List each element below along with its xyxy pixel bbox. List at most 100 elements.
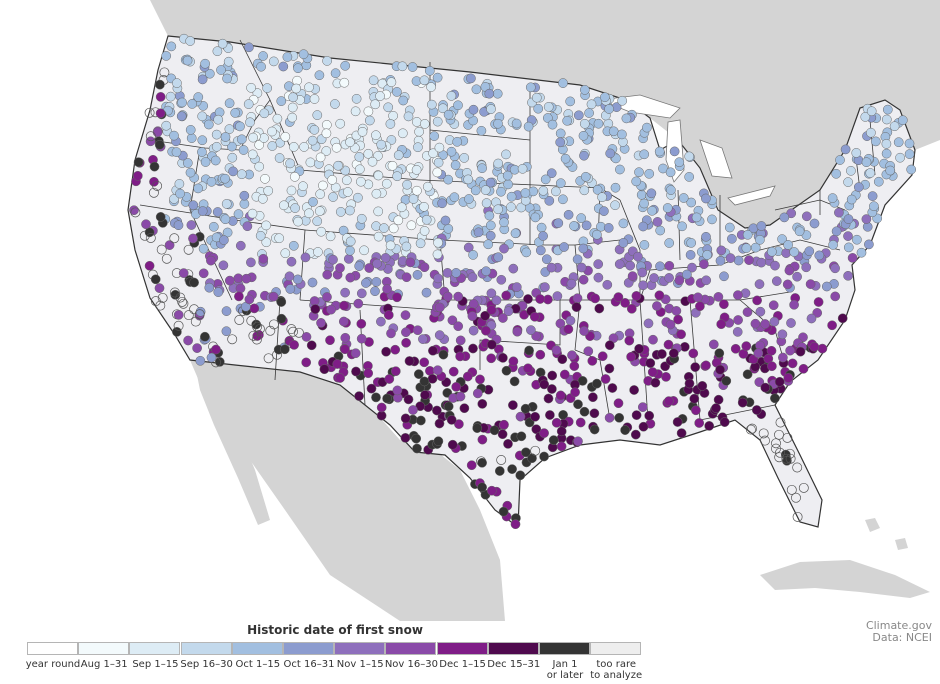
station-dot bbox=[745, 424, 756, 435]
station-dot bbox=[783, 373, 794, 383]
station-dot bbox=[515, 411, 526, 422]
station-dot bbox=[523, 294, 533, 304]
station-dot bbox=[590, 293, 600, 304]
station-dot bbox=[165, 91, 176, 102]
station-dot bbox=[356, 176, 366, 187]
station-dot bbox=[674, 275, 685, 286]
station-dot bbox=[546, 262, 557, 273]
station-dot bbox=[224, 275, 235, 286]
station-dot bbox=[221, 306, 232, 316]
station-dot bbox=[301, 357, 312, 368]
station-dot bbox=[321, 120, 332, 130]
station-dot bbox=[485, 177, 496, 188]
station-dot bbox=[843, 242, 854, 253]
station-dot bbox=[183, 310, 194, 321]
station-dot bbox=[235, 121, 245, 132]
station-dot bbox=[586, 99, 597, 110]
station-dot bbox=[155, 212, 166, 222]
station-dot bbox=[332, 359, 343, 369]
legend-swatch bbox=[180, 642, 232, 655]
station-dot bbox=[498, 353, 508, 363]
station-dot bbox=[552, 291, 563, 301]
station-dot bbox=[904, 149, 915, 159]
station-dot bbox=[314, 70, 325, 81]
station-dot bbox=[758, 428, 769, 439]
station-dot bbox=[636, 190, 647, 200]
station-dot bbox=[493, 118, 503, 129]
station-dot bbox=[276, 313, 287, 324]
station-dot bbox=[573, 436, 583, 447]
station-dot bbox=[467, 311, 478, 321]
station-dot bbox=[354, 152, 365, 162]
station-dot bbox=[319, 364, 330, 375]
station-dot bbox=[555, 178, 566, 189]
station-dot bbox=[503, 179, 513, 190]
station-dot bbox=[438, 349, 449, 360]
station-dot bbox=[592, 184, 603, 195]
station-dots bbox=[129, 33, 917, 530]
station-dot bbox=[345, 205, 355, 216]
station-dot bbox=[830, 263, 840, 274]
station-dot bbox=[475, 374, 485, 385]
station-dot bbox=[801, 262, 812, 273]
station-dot bbox=[786, 318, 796, 328]
station-dot bbox=[506, 191, 517, 202]
station-dot bbox=[578, 243, 589, 254]
station-dot bbox=[639, 149, 650, 160]
station-dot bbox=[524, 345, 534, 356]
station-dot bbox=[243, 99, 254, 109]
station-dot bbox=[432, 249, 443, 260]
station-dot bbox=[453, 291, 464, 302]
station-dot bbox=[579, 150, 589, 161]
station-dot bbox=[755, 234, 765, 245]
station-dot bbox=[613, 398, 624, 409]
station-dot bbox=[414, 126, 424, 137]
station-dot bbox=[551, 417, 562, 428]
station-dot bbox=[354, 164, 365, 175]
station-dot bbox=[280, 248, 291, 259]
station-dot bbox=[708, 339, 719, 350]
station-dot bbox=[751, 405, 762, 415]
station-dot bbox=[620, 298, 630, 308]
station-dot bbox=[172, 327, 182, 337]
station-dot bbox=[627, 271, 638, 281]
station-dot bbox=[312, 216, 323, 227]
station-dot bbox=[310, 304, 321, 314]
station-dot bbox=[789, 299, 799, 310]
station-dot bbox=[455, 391, 466, 402]
station-dot bbox=[177, 97, 187, 108]
station-dot bbox=[791, 492, 801, 503]
station-dot bbox=[171, 147, 182, 157]
station-dot bbox=[200, 157, 211, 167]
station-dot bbox=[492, 88, 503, 99]
station-dot bbox=[288, 142, 299, 152]
station-dot bbox=[538, 185, 549, 196]
station-dot bbox=[846, 165, 856, 176]
station-dot bbox=[570, 387, 580, 398]
station-dot bbox=[282, 52, 293, 62]
station-dot bbox=[779, 212, 790, 223]
station-dot bbox=[286, 185, 297, 196]
station-dot bbox=[221, 199, 232, 209]
legend-label: Nov 1–15 bbox=[336, 659, 384, 670]
station-dot bbox=[625, 260, 636, 271]
station-dot bbox=[499, 217, 509, 228]
station-dot bbox=[852, 234, 862, 245]
station-dot bbox=[286, 324, 297, 335]
station-dot bbox=[322, 269, 333, 280]
station-dot bbox=[634, 167, 644, 178]
station-dot bbox=[419, 357, 430, 368]
station-dot bbox=[771, 443, 781, 454]
station-dot bbox=[775, 417, 786, 428]
station-dot bbox=[602, 279, 613, 290]
station-dot bbox=[219, 235, 229, 245]
station-dot bbox=[234, 315, 245, 325]
station-dot bbox=[771, 276, 782, 286]
station-dot bbox=[322, 292, 332, 302]
station-dot bbox=[719, 271, 729, 282]
station-dot bbox=[685, 250, 696, 260]
station-dot bbox=[830, 291, 841, 302]
station-dot bbox=[593, 272, 604, 283]
station-dot bbox=[304, 82, 314, 93]
station-dot bbox=[400, 433, 411, 443]
